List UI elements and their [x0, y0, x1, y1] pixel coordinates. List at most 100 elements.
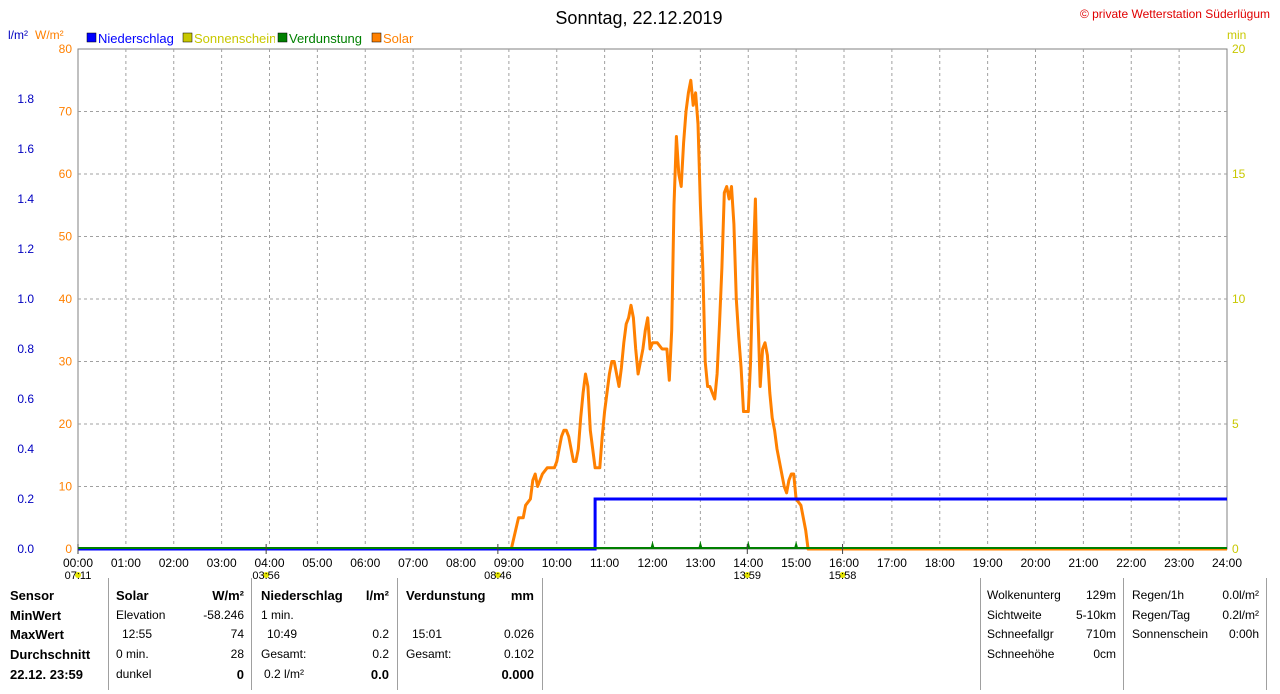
evap-total-value: 0.102	[503, 647, 534, 661]
visibility-value: 5-10km	[1075, 608, 1116, 622]
x-tick-label: 02:00	[159, 556, 189, 570]
y-precip-tick-label: 1.2	[17, 242, 34, 256]
y-solar-tick-label: 20	[59, 417, 73, 431]
precip-panel: Niederschlag l/m² 1 min. 10:49 0.2 Gesamt:…	[261, 578, 389, 692]
x-tick-label: 12:00	[637, 556, 667, 570]
snowfall-line-value: 710m	[1085, 627, 1116, 641]
precip-interval: 1 min.	[261, 608, 294, 622]
y-sunshine-tick-label: 5	[1232, 417, 1239, 431]
right-unit: min	[1227, 28, 1246, 42]
solar-panel: Solar W/m² Elevation -58.246 12:55 74 0 min…	[116, 578, 244, 692]
y-solar-tick-label: 70	[59, 105, 73, 119]
x-tick-label: 10:00	[542, 556, 572, 570]
solar-dark-label: dunkel	[116, 667, 152, 681]
precip-total-label: Gesamt:	[261, 647, 307, 661]
weather-panel: Wolkenunterg 129m Sichtweite 5-10km Schnee…	[987, 578, 1116, 692]
x-tick-label: 01:00	[111, 556, 141, 570]
x-tick-label: 03:00	[207, 556, 237, 570]
x-tick-label: 21:00	[1068, 556, 1098, 570]
time-marker-label: 07:11	[65, 570, 92, 580]
x-tick-label: 22:00	[1116, 556, 1146, 570]
divider	[542, 578, 543, 690]
visibility-label: Sichtweite	[987, 608, 1042, 622]
time-marker-dot	[75, 572, 81, 578]
rain-day-label: Regen/Tag	[1132, 608, 1191, 622]
evap-max-time: 15:01	[412, 627, 443, 641]
sunshine-value: 0:00h	[1228, 627, 1259, 641]
x-tick-label: 04:00	[254, 556, 284, 570]
precip-sum-value: 0.0	[370, 667, 389, 682]
y-solar-tick-label: 0	[65, 542, 72, 556]
y-solar-tick-label: 50	[59, 230, 73, 244]
x-tick-label: 20:00	[1020, 556, 1050, 570]
x-tick-label: 24:00	[1212, 556, 1242, 570]
x-tick-label: 00:00	[63, 556, 93, 570]
legend-label-0: Niederschlag	[98, 31, 174, 46]
y-solar-tick-label: 40	[59, 292, 73, 306]
y-precip-tick-label: 1.8	[17, 92, 34, 106]
min-label: MinWert	[10, 608, 62, 623]
y-precip-tick-label: 0.4	[17, 442, 34, 456]
evap-panel: Verdunstung mm 15:01 0.026 Gesamt: 0.102 0.…	[406, 578, 534, 692]
y-sunshine-tick-label: 10	[1232, 292, 1246, 306]
solar-unit: W/m²	[212, 588, 244, 603]
left-unit-solar: W/m²	[35, 28, 64, 42]
precip-unit: l/m²	[365, 588, 389, 603]
divider	[980, 578, 981, 690]
divider	[108, 578, 109, 690]
axes: 00:00 01:00 02:00 03:00 04:00 05:00 06:00 07:00…	[17, 42, 1245, 570]
solar-max-value: 74	[230, 627, 244, 641]
evap-total-label: Gesamt:	[406, 647, 452, 661]
x-tick-label: 08:00	[446, 556, 476, 570]
divider	[397, 578, 398, 690]
weather-chart: Sonntag, 22.12.2019 © private Wetterstat…	[8, 7, 1270, 580]
y-solar-tick-label: 80	[59, 42, 73, 56]
series-solar-line	[78, 78, 1227, 551]
x-tick-label: 17:00	[877, 556, 907, 570]
cloud-base-value: 129m	[1085, 588, 1116, 602]
solar-dark-value: 0	[236, 667, 244, 682]
legend-label-3: Solar	[383, 31, 414, 46]
x-tick-label: 18:00	[925, 556, 955, 570]
x-tick-label: 19:00	[973, 556, 1003, 570]
sensor-labels-panel: Sensor MinWert MaxWert Durchschnitt 22.1…	[10, 578, 104, 692]
series	[78, 78, 1227, 551]
time-marker-label: 13:59	[734, 570, 762, 580]
y-precip-tick-label: 0.8	[17, 342, 34, 356]
x-tick-label: 14:00	[733, 556, 763, 570]
series-evap-spike	[698, 541, 703, 548]
legend-swatch-0	[86, 32, 97, 43]
time-marker-dot	[263, 572, 270, 578]
x-tick-label: 11:00	[590, 556, 619, 570]
left-unit-precip: l/m²	[8, 28, 28, 42]
solar-max-time: 12:55	[122, 627, 153, 641]
solar-elevation-value: -58.246	[203, 608, 244, 622]
y-solar-tick-label: 10	[59, 480, 73, 494]
rain-day-value: 0.2l/m²	[1222, 608, 1259, 622]
precip-total-value: 0.2	[372, 647, 389, 661]
legend-swatch-2	[277, 32, 288, 43]
precip-sum-label: 0.2 l/m²	[264, 667, 305, 681]
y-precip-tick-label: 1.6	[17, 142, 34, 156]
date-label: 22.12. 23:59	[10, 667, 84, 682]
x-tick-label: 15:00	[781, 556, 811, 570]
y-precip-tick-label: 0.0	[17, 542, 34, 556]
solar-avg-value: 28	[230, 647, 244, 661]
time-marker-dot	[494, 572, 501, 578]
x-tick-label: 07:00	[398, 556, 428, 570]
y-solar-tick-label: 30	[59, 355, 73, 369]
avg-label: Durchschnitt	[10, 647, 91, 662]
y-precip-tick-label: 0.2	[17, 492, 34, 506]
divider	[1266, 578, 1267, 690]
time-markers: 07:11 03:56 08:46 13:59 15:58	[65, 544, 856, 580]
solar-title: Solar	[116, 588, 149, 603]
evap-unit: mm	[510, 588, 534, 603]
y-precip-tick-label: 1.0	[17, 292, 34, 306]
legend-swatch-3	[371, 32, 382, 43]
x-tick-label: 06:00	[350, 556, 380, 570]
sensor-label: Sensor	[10, 588, 55, 603]
legend-label-1: Sonnenschein	[194, 31, 276, 46]
x-tick-label: 09:00	[494, 556, 524, 570]
time-marker-dot	[744, 572, 751, 578]
divider	[1123, 578, 1124, 690]
